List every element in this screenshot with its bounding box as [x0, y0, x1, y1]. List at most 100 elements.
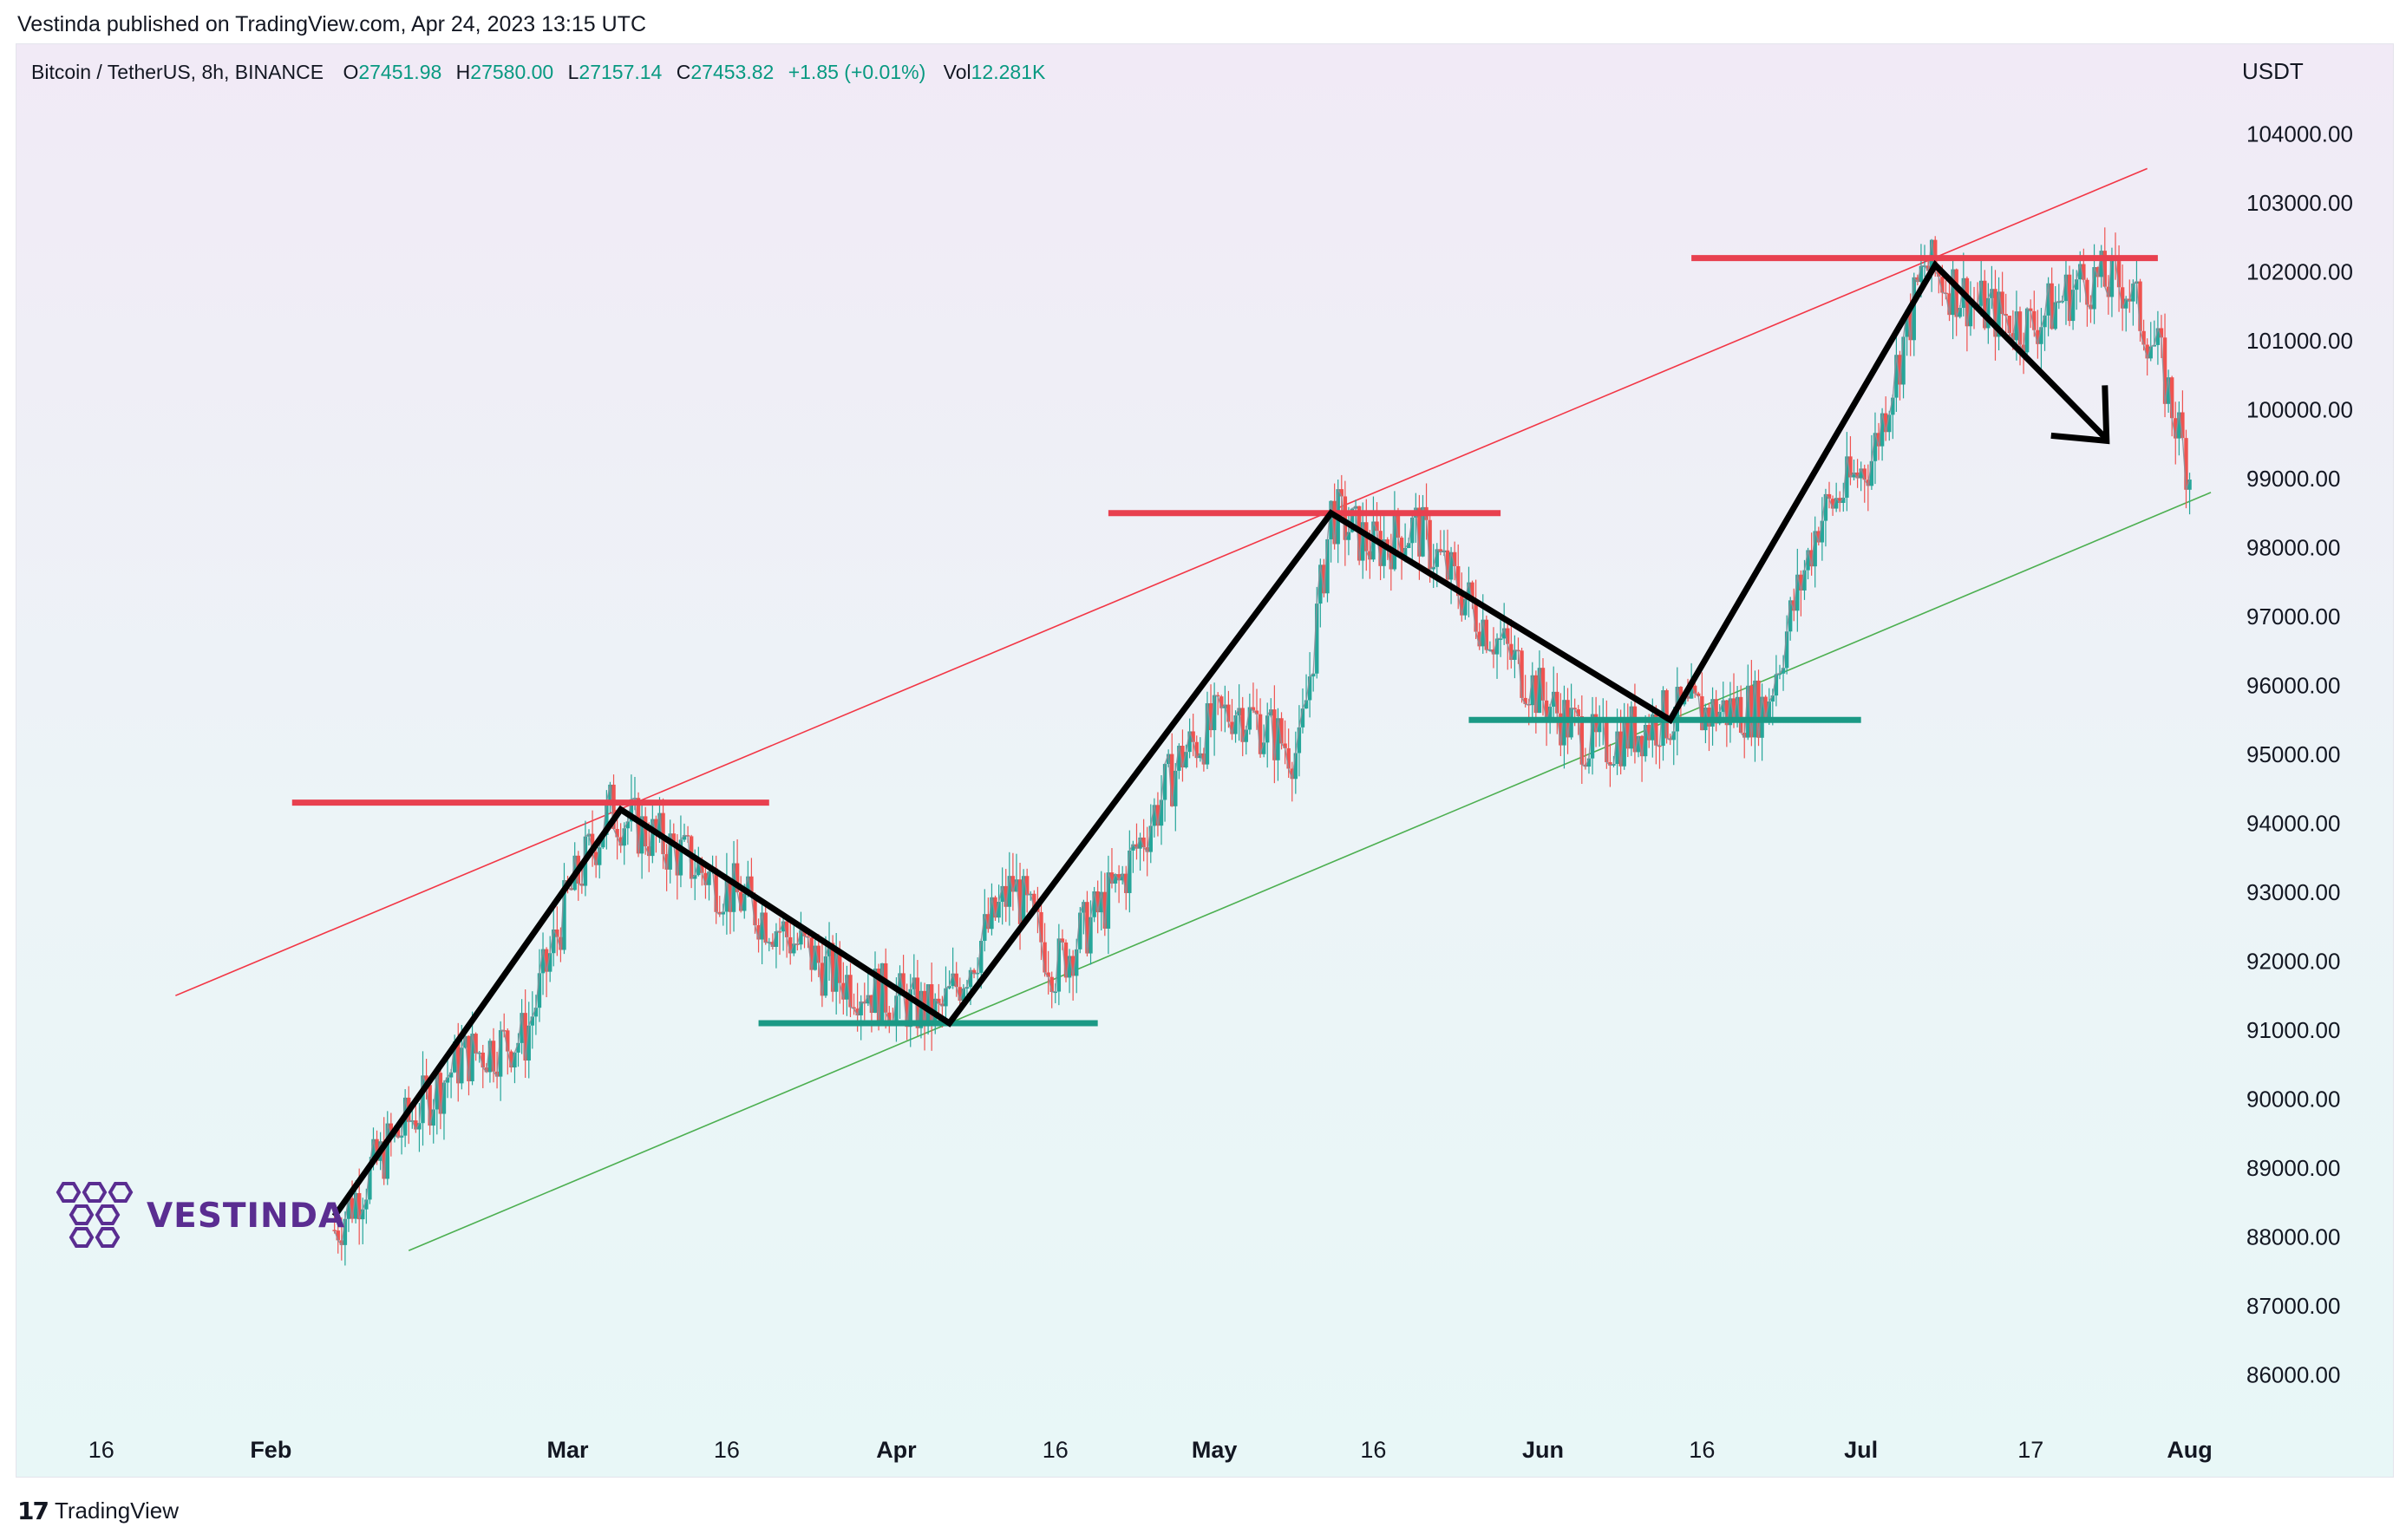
candle-body	[1983, 280, 1987, 329]
candle-body	[1883, 413, 1888, 433]
candle-body	[823, 956, 828, 996]
candle-body	[353, 1192, 358, 1219]
candle-body	[2152, 344, 2157, 347]
candle-body	[1724, 700, 1729, 726]
candle-body	[1841, 497, 1846, 503]
candle-body	[1647, 725, 1651, 741]
candle-body	[1590, 714, 1595, 759]
candle-body	[707, 871, 711, 885]
candle-body	[1272, 709, 1277, 760]
candle-body	[1509, 643, 1514, 660]
candle-body	[2138, 281, 2142, 331]
candle-body	[1806, 550, 1810, 571]
candle-body	[678, 839, 683, 876]
candle-body	[601, 834, 605, 848]
candle-body	[1700, 695, 1704, 731]
candle-body	[1085, 902, 1089, 954]
candle-body	[1124, 873, 1128, 893]
low-label: L	[567, 61, 579, 83]
candle-body	[1859, 468, 1863, 479]
candle-body	[1212, 695, 1217, 731]
candle-body	[873, 969, 878, 1014]
candle-body	[1219, 696, 1224, 708]
candle-body	[1767, 701, 1771, 719]
candle-body	[1919, 265, 1924, 283]
x-tick-label: 17	[2017, 1437, 2043, 1463]
candle-body	[1898, 355, 1902, 385]
candle-body	[1735, 696, 1740, 719]
candle-body	[1738, 696, 1743, 734]
candle-body	[979, 940, 984, 973]
candle-body	[2032, 310, 2037, 330]
candle-body	[622, 828, 626, 846]
candle-body	[1986, 297, 1991, 329]
y-tick-label: 102000.00	[2246, 259, 2353, 285]
candle-body	[1513, 649, 1517, 660]
candle-body	[728, 878, 733, 912]
candle-body	[346, 1197, 351, 1219]
candle-body	[1823, 493, 1828, 521]
candle-body	[639, 816, 644, 854]
y-tick-label: 96000.00	[2246, 672, 2340, 698]
x-tick-label: 16	[1043, 1437, 1069, 1463]
candle-body	[1046, 972, 1050, 977]
candle-body	[1576, 709, 1580, 717]
candle-body	[605, 801, 609, 835]
candle-body	[368, 1164, 372, 1200]
price-chart[interactable]: USDT 104000.00 103000.00 102000.00 101000.00…	[16, 44, 2393, 1477]
candle-body	[2145, 344, 2149, 359]
candle-body	[1184, 752, 1188, 768]
candle-body	[382, 1141, 386, 1179]
candle-body	[908, 989, 912, 1028]
candle-body	[830, 943, 835, 992]
candle-body	[1506, 628, 1510, 644]
candle-body	[1254, 710, 1259, 715]
y-tick-label: 92000.00	[2246, 948, 2340, 974]
y-tick-label: 86000.00	[2246, 1361, 2340, 1387]
candle-body	[540, 949, 546, 974]
candle-body	[1332, 500, 1337, 545]
candle-body	[731, 863, 736, 912]
candle-body	[1215, 695, 1220, 697]
candle-body	[859, 1002, 863, 1015]
tradingview-footer[interactable]: 17 TradingView	[17, 1497, 179, 1525]
candle-body	[1880, 413, 1885, 447]
candle-body	[509, 1051, 513, 1068]
candle-body	[1474, 602, 1478, 632]
candle-body	[2131, 284, 2135, 302]
candle-body	[1406, 543, 1411, 548]
candle-body	[1159, 799, 1164, 826]
candle-body	[968, 969, 973, 988]
candle-body	[2056, 301, 2062, 303]
candle-body	[1993, 289, 1997, 337]
candle-body	[1876, 433, 1881, 447]
chart-panel[interactable]: USDT 104000.00 103000.00 102000.00 101000.00…	[16, 43, 2394, 1478]
candle-body	[1099, 891, 1103, 913]
candle-body	[1300, 708, 1305, 728]
candle-body	[983, 914, 987, 941]
candle-body	[2043, 315, 2047, 328]
candle-body	[590, 833, 595, 852]
candle-body	[2180, 412, 2185, 439]
candle-body	[1000, 885, 1004, 902]
candle-body	[481, 1052, 485, 1068]
candle-body	[1039, 911, 1043, 943]
y-tick-label: 103000.00	[2246, 190, 2353, 216]
y-tick-label: 98000.00	[2246, 535, 2340, 561]
candle-body	[1452, 551, 1457, 566]
candle-body	[1612, 764, 1616, 766]
candle-body	[958, 987, 962, 1002]
candle-body	[470, 1034, 474, 1081]
candle-body	[1728, 698, 1733, 726]
channel-lower-line	[408, 492, 2212, 1252]
candle-body	[1244, 729, 1248, 742]
candle-body	[838, 950, 842, 983]
candle-body	[1329, 500, 1333, 539]
candle-body	[1710, 699, 1715, 727]
x-tick-label: 16	[1360, 1437, 1386, 1463]
candle-body	[399, 1135, 404, 1138]
candle-body	[1410, 517, 1415, 544]
candle-body	[1148, 825, 1153, 852]
symbol-title[interactable]: Bitcoin / TetherUS, 8h, BINANCE	[31, 61, 324, 83]
high-label: H	[455, 61, 471, 83]
